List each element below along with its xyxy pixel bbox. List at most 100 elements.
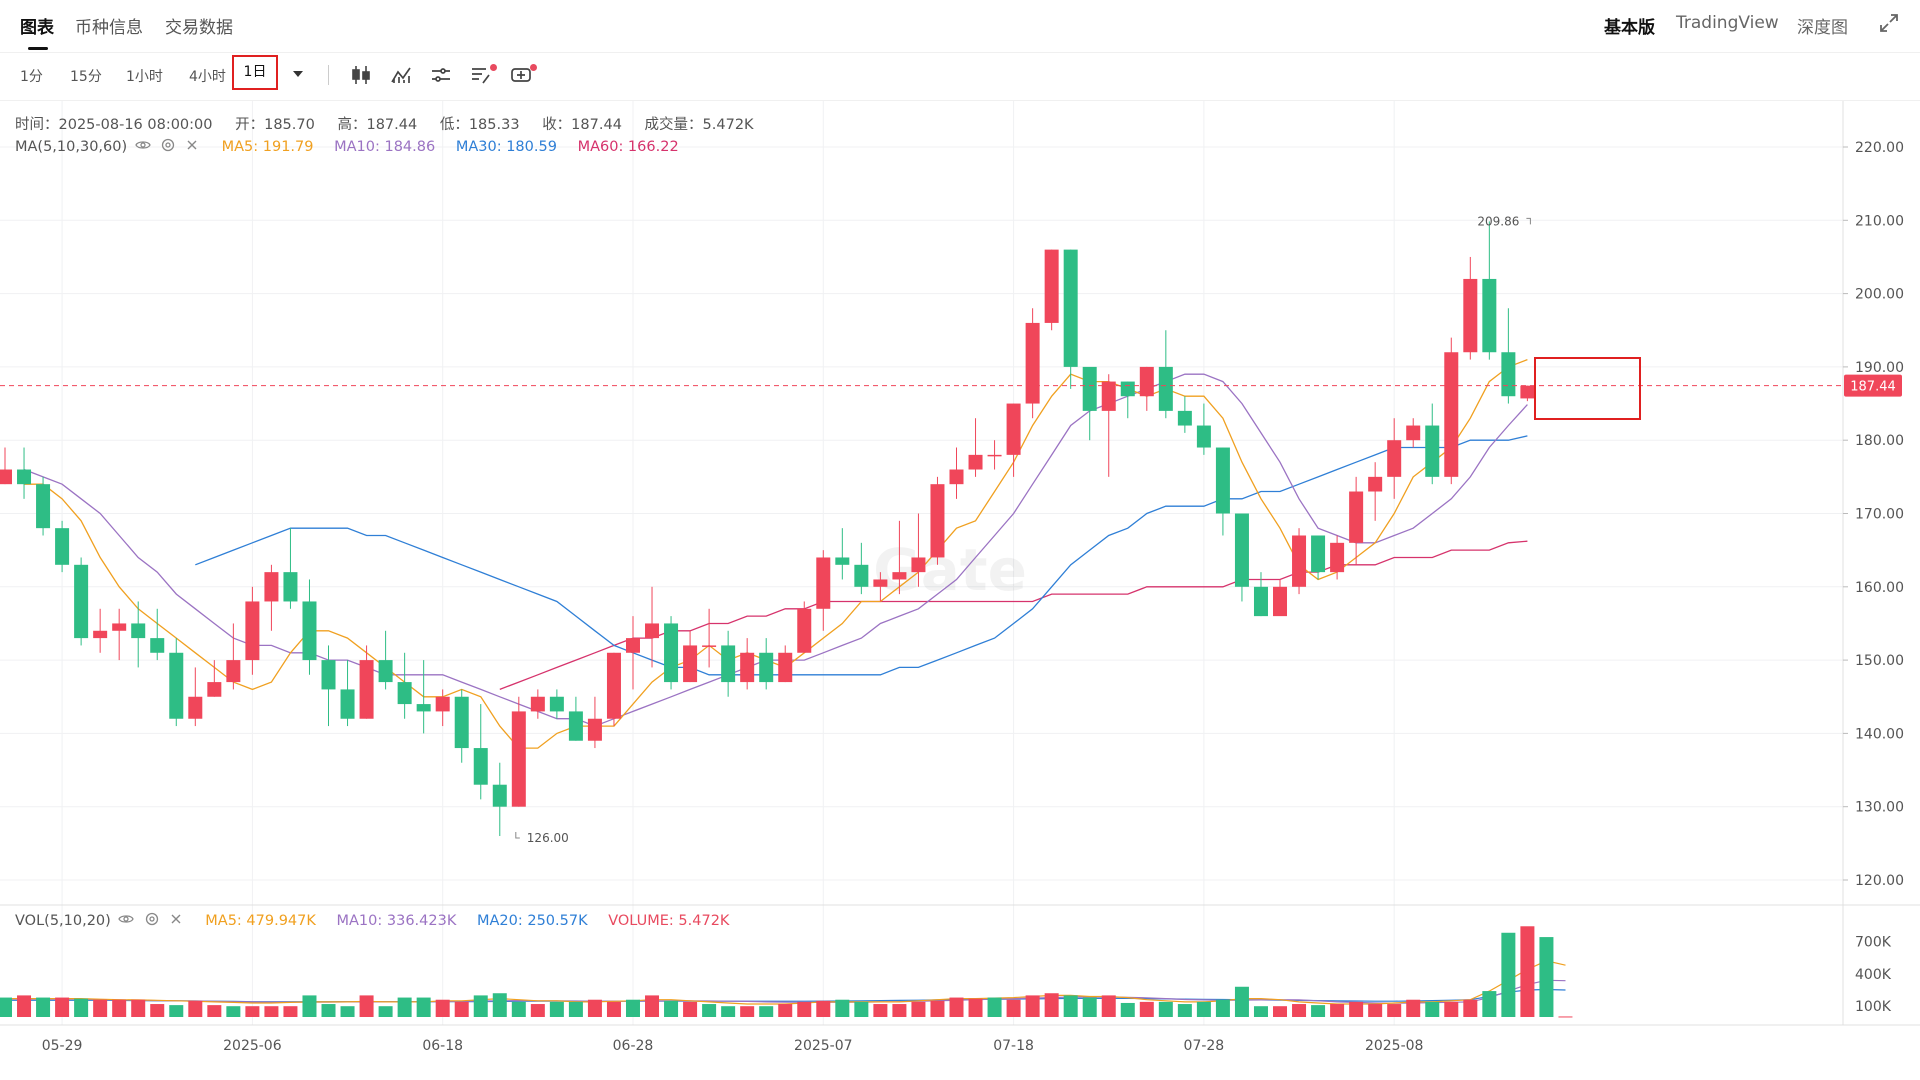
- candle: [55, 528, 70, 565]
- volume-bar: [112, 999, 127, 1017]
- high-marker-label: 209.86: [1477, 214, 1519, 228]
- price-tick-label: 190.00: [1855, 360, 1904, 376]
- vol-ma20-value: MA20: 250.57K: [476, 913, 588, 929]
- layout-icon[interactable]: [508, 62, 534, 88]
- top-tab-bar: 图表 币种信息 交易数据 基本版 TradingView 深度图: [0, 0, 1920, 53]
- vol-ma5-value: MA5: 479.947K: [205, 913, 316, 929]
- watermark-text: Gate: [873, 536, 1027, 604]
- volume-bar: [1501, 932, 1516, 1017]
- vol-ma10-line: [5, 979, 1566, 1004]
- tab-trade-data[interactable]: 交易数据: [165, 18, 233, 38]
- volume-bar: [1063, 995, 1078, 1017]
- interval-1m[interactable]: 1分: [20, 69, 43, 85]
- volume-bar: [131, 999, 146, 1017]
- candle: [968, 454, 983, 470]
- time-tick-label: 2025-07: [794, 1038, 853, 1054]
- candle: [1463, 278, 1478, 353]
- volume-bar: [1234, 986, 1249, 1017]
- low-marker-label: 126.00: [527, 831, 569, 845]
- volume-bar: [949, 997, 964, 1017]
- candle: [987, 454, 1002, 457]
- volume-bar: [759, 1006, 774, 1017]
- visibility-icon[interactable]: [161, 138, 175, 156]
- volume-bar: [1139, 1001, 1154, 1017]
- tab-basic[interactable]: 基本版: [1604, 18, 1655, 38]
- volume-bar: [1215, 999, 1230, 1017]
- candle: [1501, 352, 1516, 397]
- volume-bar: [150, 1004, 165, 1017]
- interval-4h[interactable]: 4小时: [189, 69, 226, 85]
- drawing-icon[interactable]: [468, 62, 494, 88]
- candle: [549, 696, 564, 712]
- volume-bar: [740, 1006, 755, 1017]
- candle: [93, 630, 108, 639]
- visibility-icon[interactable]: [145, 912, 159, 930]
- interval-1d[interactable]: 1日: [232, 55, 278, 90]
- candle: [949, 469, 964, 485]
- candle: [1139, 366, 1154, 397]
- price-tick-label: 170.00: [1855, 507, 1904, 523]
- volume-bar: [1349, 1001, 1364, 1017]
- tab-coin-info[interactable]: 币种信息: [75, 18, 143, 38]
- volume-bar: [778, 1004, 793, 1017]
- volume-bar: [321, 1004, 336, 1017]
- volume-bar: [530, 1004, 545, 1017]
- last-price-tag: 187.44: [1844, 374, 1902, 397]
- candle: [930, 484, 945, 558]
- volume-bar: [1311, 1005, 1326, 1017]
- candle: [0, 469, 12, 485]
- indicator-icon[interactable]: [388, 62, 414, 88]
- volume-bar: [835, 999, 850, 1017]
- volume-bar: [1101, 995, 1116, 1017]
- candle: [778, 652, 793, 683]
- candle: [1273, 586, 1288, 617]
- vol-ma10-value: MA10: 336.423K: [336, 913, 457, 929]
- candle: [625, 638, 640, 653]
- volume-bar: [1292, 1004, 1307, 1017]
- candle: [492, 784, 507, 807]
- time-axis: 05-29 2025-06 06-18 06-28 2025-07 07-18 07-28 2…: [42, 1038, 1424, 1054]
- chevron-down-icon[interactable]: [291, 66, 305, 80]
- volume-bar: [930, 1000, 945, 1017]
- interval-15m[interactable]: 15分: [70, 69, 102, 85]
- candle: [511, 711, 526, 807]
- close-icon[interactable]: [170, 913, 182, 929]
- volume-bar: [1025, 995, 1040, 1017]
- eye-icon[interactable]: [118, 913, 135, 929]
- volume-bar: [1177, 1004, 1192, 1017]
- candle: [302, 601, 317, 661]
- tab-depth[interactable]: 深度图: [1797, 18, 1848, 38]
- candle: [721, 645, 736, 683]
- volume-bar: [968, 998, 983, 1017]
- candle: [1006, 403, 1021, 455]
- volume-bar: [854, 1001, 869, 1017]
- volume-bar: [454, 1001, 469, 1017]
- close-icon[interactable]: [186, 139, 198, 155]
- candle: [359, 660, 374, 719]
- volume-bar: [492, 993, 507, 1017]
- candle: [378, 660, 393, 683]
- interval-1h[interactable]: 1小时: [126, 69, 163, 85]
- eye-icon[interactable]: [135, 139, 151, 155]
- ohlc-low: 低：185.33: [439, 117, 520, 133]
- candle: [530, 696, 545, 712]
- candle: [911, 557, 926, 573]
- tab-tradingview[interactable]: TradingView: [1676, 13, 1779, 33]
- volume-bar: [1558, 1016, 1573, 1018]
- vol-ma5-line: [5, 960, 1566, 1005]
- time-tick-label: 05-29: [42, 1038, 83, 1054]
- tab-chart[interactable]: 图表: [20, 13, 54, 50]
- candlestick-icon[interactable]: [348, 62, 374, 88]
- volume-bar: [1253, 1006, 1268, 1017]
- vol-legend-label: VOL(5,10,20): [15, 913, 111, 929]
- expand-icon[interactable]: [1878, 12, 1900, 34]
- candle: [1311, 535, 1326, 573]
- candle: [1234, 513, 1249, 587]
- volume-bar: [1330, 1004, 1345, 1017]
- settings-sliders-icon[interactable]: [428, 62, 454, 88]
- low-marker-arrow: [515, 832, 520, 839]
- candle: [340, 689, 355, 719]
- volume-bar: [645, 995, 660, 1017]
- candle: [207, 682, 222, 697]
